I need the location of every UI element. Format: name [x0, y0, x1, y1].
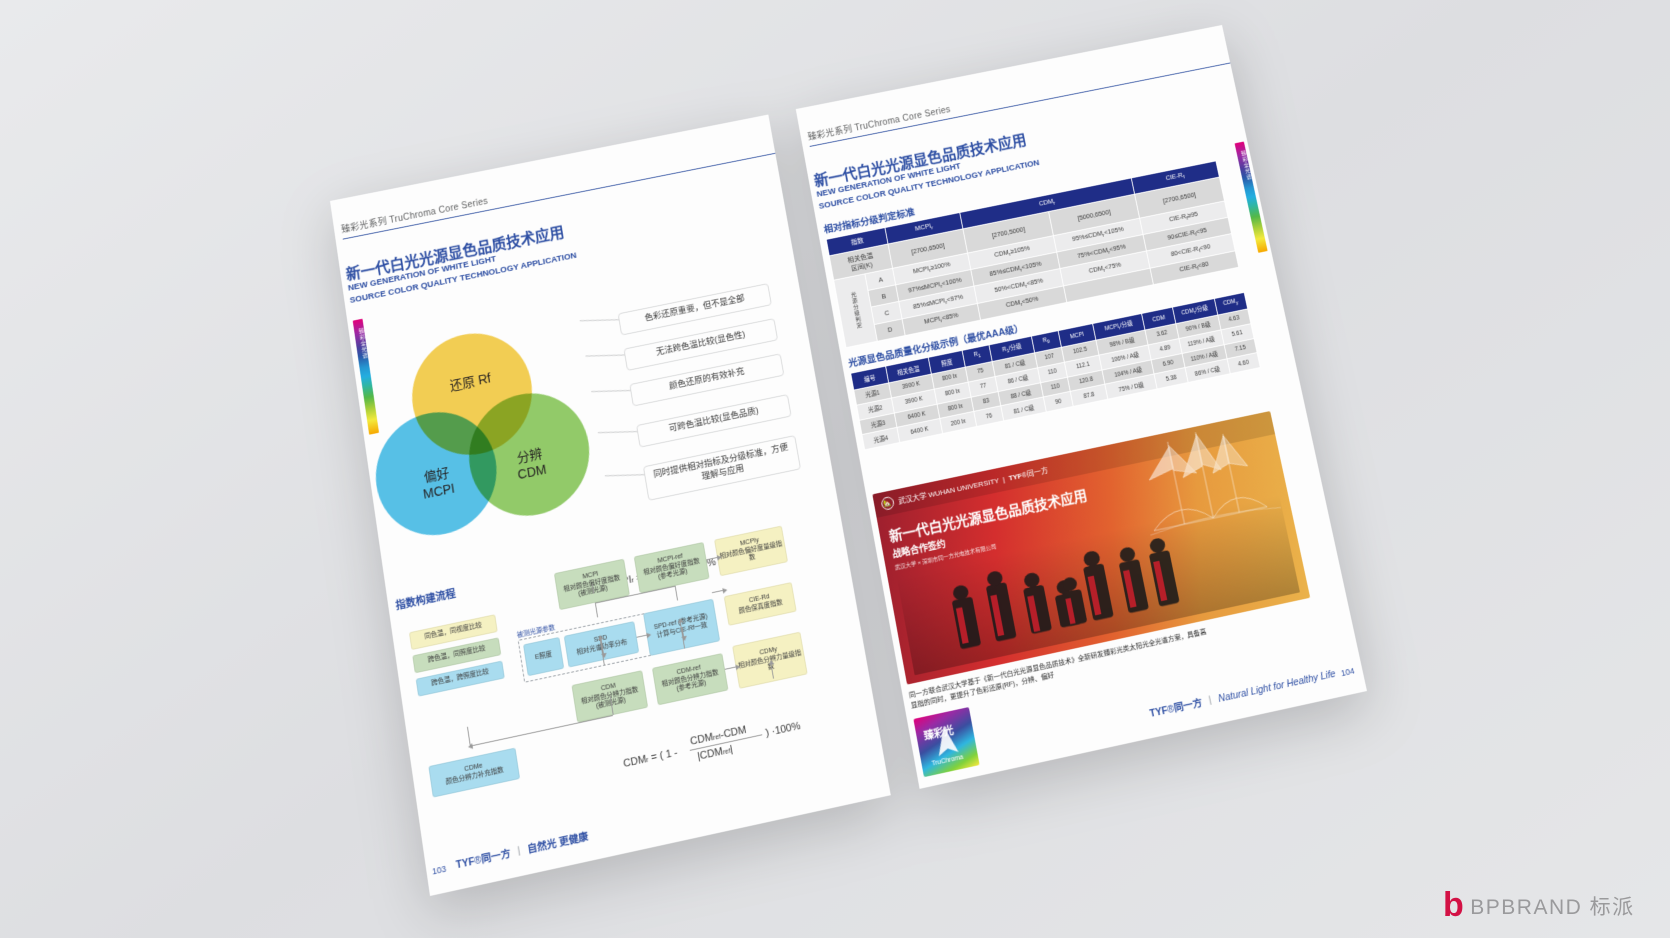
svg-text:TruChroma: TruChroma: [931, 753, 964, 767]
